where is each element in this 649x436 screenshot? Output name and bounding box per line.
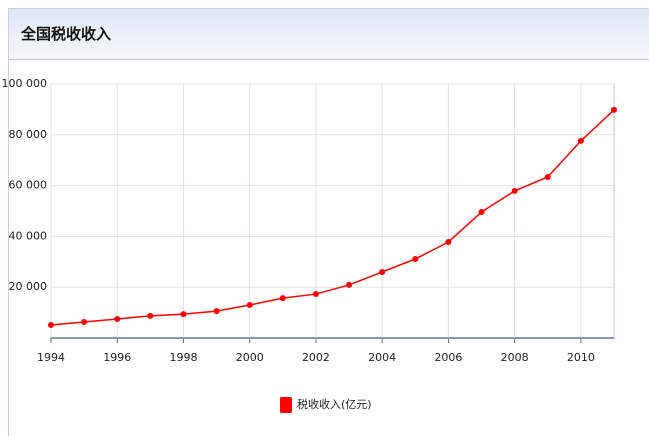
legend-swatch [280,397,292,413]
data-point [147,312,154,319]
data-point [48,322,54,329]
y-tick-label: 60 000 [9,179,48,192]
data-point [611,106,617,113]
x-tick-label: 1994 [37,351,65,364]
y-tick-label: 20 000 [9,280,48,293]
x-tick-label: 2004 [368,351,396,364]
y-tick-label: 100 000 [2,77,48,90]
data-point [511,187,518,194]
y-tick-label: 80 000 [9,128,48,141]
x-tick-label: 1998 [169,351,197,364]
panel: 全国税收收入 [8,8,649,436]
x-tick-label: 2008 [501,351,529,364]
data-point [180,311,187,318]
data-point [279,295,286,302]
data-point [544,173,551,180]
data-point [213,308,220,315]
y-tick-label: 40 000 [9,229,48,242]
plot-area [50,83,615,339]
data-point [346,281,353,288]
data-point [445,238,452,245]
data-point [577,137,584,144]
x-tick-label: 2000 [236,351,264,364]
x-tick-label: 2010 [567,351,595,364]
x-tick-label: 2006 [434,351,462,364]
data-point [246,301,253,308]
legend-label: 税收收入(亿元) [297,397,372,411]
data-line [50,109,615,326]
data-point [478,209,485,216]
data-point [114,315,121,322]
chart-title: 全国税收收入 [21,25,112,43]
data-point [412,256,419,263]
data-point [81,318,88,325]
x-tick-label: 2002 [302,351,330,364]
panel-header: 全国税收收入 [9,9,649,60]
data-point [379,268,386,275]
data-point [312,291,319,298]
x-tick-label: 1996 [103,351,131,364]
